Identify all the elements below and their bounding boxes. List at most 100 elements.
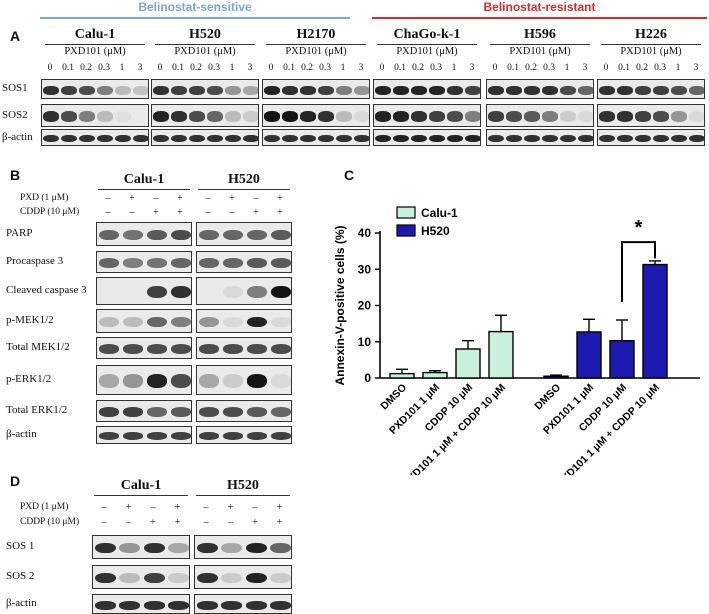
blot-band: [336, 111, 352, 122]
blot-band: [146, 258, 168, 268]
treatment-sign: +: [174, 517, 181, 528]
legend-label: H520: [421, 224, 450, 238]
blot-band: [270, 572, 291, 584]
treatment-sign: +: [227, 502, 234, 513]
dose-label: 0.3: [430, 63, 442, 73]
bar: [455, 348, 481, 379]
blot-band: [143, 542, 165, 554]
row-label: p-ERK1/2: [6, 373, 52, 385]
dose-unit-label: PXD101 (μM): [174, 46, 236, 57]
blot-band: [221, 572, 243, 584]
treatment-sign: +: [177, 193, 183, 204]
blot-band: [198, 258, 220, 268]
group-line-resistant: [372, 17, 707, 19]
row-label: Total ERK1/2: [6, 404, 68, 416]
blot-band: [243, 111, 258, 122]
dose-label: 1: [451, 63, 457, 73]
western-blot-sos-1: [92, 535, 190, 559]
blot-band: [119, 572, 141, 584]
treatment-label: PXD (1 μM): [20, 193, 69, 203]
blot-band: [411, 111, 427, 122]
western-blot-sos1: [373, 79, 481, 99]
blot-band: [245, 542, 267, 554]
blot-band: [599, 111, 615, 122]
western-blot-parp: [196, 222, 292, 246]
blot-band: [354, 134, 369, 143]
blot-band: [393, 85, 409, 95]
cell-line-name: H520: [227, 478, 259, 493]
row-label: β-actin: [6, 428, 37, 440]
blot-band: [488, 85, 504, 95]
dose-label: 0.2: [190, 63, 202, 73]
blot-band: [653, 111, 669, 122]
blot-band: [207, 134, 223, 143]
y-tick-label: 10: [358, 335, 372, 349]
treatment-sign: +: [153, 207, 159, 218]
blot-band: [524, 85, 540, 95]
blot-band: [97, 111, 113, 122]
western-blot-sos2: [373, 104, 481, 127]
dose-label: 0: [492, 63, 498, 73]
blot-band: [689, 85, 704, 95]
western-blot-total-mek1-2: [196, 337, 292, 359]
blot-band: [542, 134, 558, 143]
row-label: β-actin: [2, 130, 33, 143]
blot-band: [97, 134, 113, 143]
western-blot-sos-2: [194, 565, 292, 589]
western-blot-sos2: [486, 104, 594, 127]
legend-swatch: [396, 224, 416, 237]
cell-line-name: H596: [524, 27, 556, 42]
blot-band: [133, 85, 148, 95]
blot-band: [270, 316, 291, 328]
western-blot-sos1: [262, 79, 370, 99]
blot-band: [245, 600, 267, 610]
cell-line-underline: [198, 189, 290, 190]
blot-band: [270, 229, 291, 241]
blot-band: [225, 134, 241, 143]
blot-band: [94, 572, 116, 584]
treatment-sign: –: [228, 517, 233, 528]
bar: [488, 330, 514, 379]
blot-band: [196, 542, 218, 554]
blot-band: [146, 431, 168, 441]
treatment-sign: +: [277, 193, 283, 204]
bar: [576, 331, 602, 379]
row-label: Cleaved caspase 3: [6, 284, 87, 296]
blot-band: [246, 316, 268, 328]
treatment-sign: +: [229, 193, 235, 204]
dose-unit-label: PXD101 (μM): [509, 46, 571, 57]
treatment-sign: +: [177, 207, 183, 218]
significance-star: *: [635, 217, 643, 239]
treatment-sign: –: [229, 207, 235, 218]
blot-band: [115, 85, 131, 95]
dose-label: 0.1: [394, 63, 406, 73]
blot-band: [447, 85, 463, 95]
blot-band: [578, 134, 593, 143]
dose-label: 3: [469, 63, 475, 73]
cell-line-name: Calu-1: [120, 478, 162, 493]
treatment-sign: +: [125, 502, 132, 513]
western-blot-sos1: [597, 79, 705, 99]
western-blot-sos1: [486, 79, 594, 99]
blot-band: [243, 85, 258, 95]
blot-band: [506, 134, 522, 143]
treatment-sign: +: [253, 207, 259, 218]
western-blot-sos-2: [92, 565, 190, 589]
blot-band: [560, 85, 576, 95]
x-tick-label: DMSO: [378, 382, 409, 413]
dose-label: 0.1: [507, 63, 519, 73]
western-blot--actin: [92, 594, 190, 614]
dose-label: 3: [693, 63, 699, 73]
blot-band: [43, 85, 59, 95]
blot-band: [98, 316, 120, 328]
dose-label: 0.2: [80, 63, 92, 73]
blot-band: [133, 134, 148, 143]
blot-band: [98, 258, 120, 268]
cell-line-underline: [45, 44, 145, 45]
blot-band: [689, 134, 704, 143]
western-blot-p-mek1-2: [196, 309, 292, 333]
dose-label: 1: [119, 63, 125, 73]
x-tick-label: DMSO: [532, 382, 563, 413]
western-blot-sos1: [151, 79, 259, 99]
dose-label: 0.3: [654, 63, 666, 73]
